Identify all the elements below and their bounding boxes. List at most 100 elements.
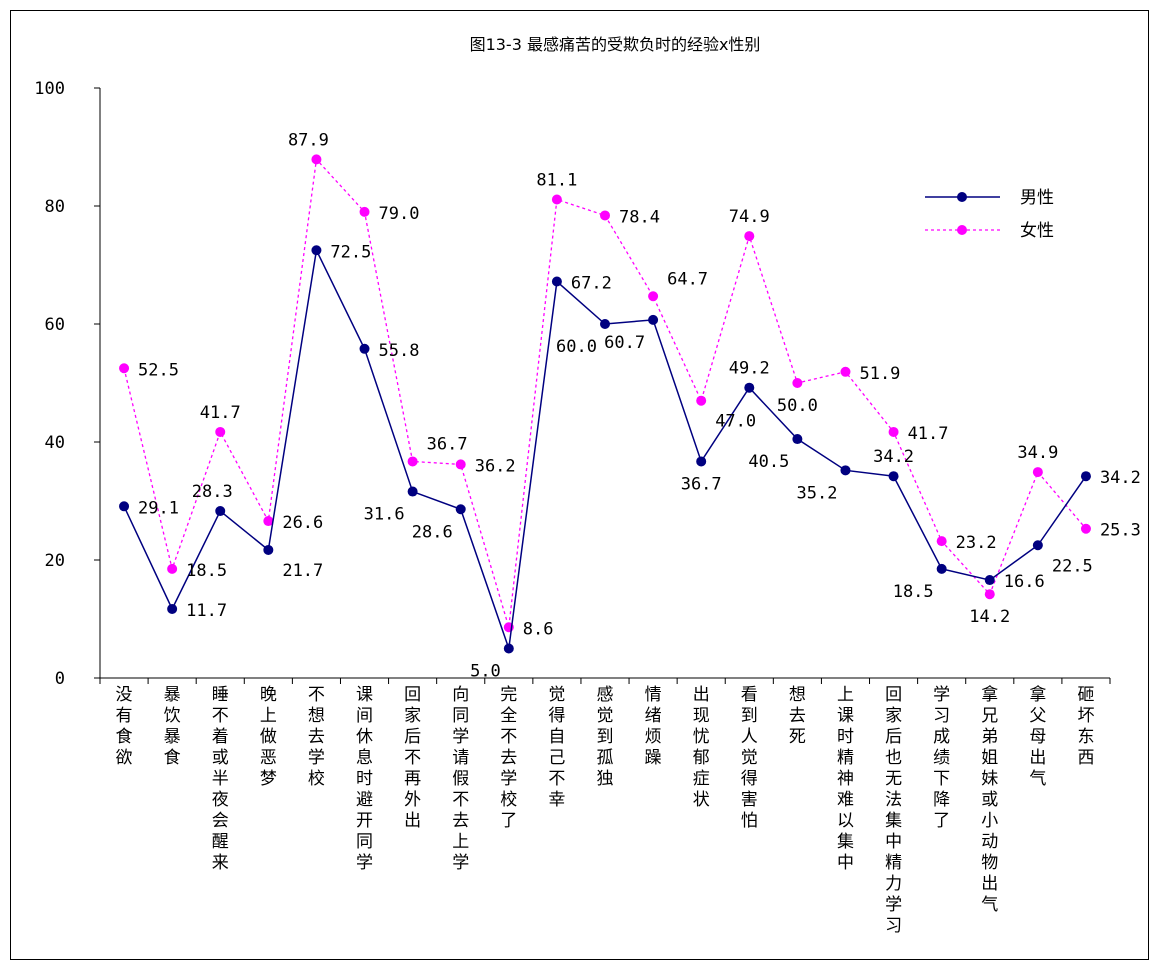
category-label: 上课时精神难以集中 [837, 685, 854, 873]
data-point-female [1032, 467, 1043, 478]
y-tick-label: 60 [45, 315, 65, 335]
data-label: 51.9 [859, 364, 900, 384]
chart-title: 图13-3 最感痛苦的受欺负时的经验x性别 [470, 35, 761, 54]
legend-label: 女性 [1020, 221, 1054, 241]
data-point-female [551, 194, 562, 205]
data-label: 5.0 [470, 662, 501, 682]
y-tick-label: 80 [45, 197, 65, 217]
data-point-female [696, 395, 707, 406]
data-label: 8.6 [523, 619, 554, 639]
data-label: 55.8 [379, 341, 420, 361]
data-point-male [455, 504, 466, 515]
data-point-female [984, 589, 995, 600]
category-label: 看到人觉得害怕 [741, 685, 758, 831]
series-line-male [123, 247, 1087, 649]
legend-label: 男性 [1020, 188, 1054, 208]
data-point-male [119, 501, 130, 512]
data-point-female [215, 426, 226, 437]
data-label: 25.3 [1100, 521, 1141, 541]
category-label: 课间休息时避开同学 [356, 685, 373, 873]
data-label: 29.1 [138, 498, 179, 518]
y-tick-label: 20 [45, 551, 65, 571]
data-label: 21.7 [282, 561, 323, 581]
data-point-male [600, 319, 610, 329]
category-label: 不想去学校 [308, 685, 325, 789]
data-point-female [311, 154, 322, 165]
category-label: 向同学请假不去上学 [452, 685, 469, 873]
data-point-female [1080, 523, 1091, 534]
data-point-female [407, 456, 418, 467]
data-label: 49.2 [729, 359, 770, 379]
data-point-male [407, 486, 418, 497]
data-point-male [744, 382, 755, 393]
data-point-male [1032, 540, 1043, 551]
category-label: 情绪烦躁 [645, 685, 662, 768]
data-label: 18.5 [186, 561, 227, 581]
data-label: 35.2 [797, 483, 838, 503]
category-label: 学习成绩下降了 [933, 685, 950, 831]
data-label: 87.9 [288, 130, 329, 150]
data-label: 36.2 [475, 456, 516, 476]
data-point-male [936, 563, 947, 574]
data-label: 36.7 [681, 474, 722, 494]
category-label: 晚上做恶梦 [260, 685, 277, 789]
category-label: 回家后也无法集中精力学习 [885, 685, 902, 936]
data-label: 47.0 [715, 412, 756, 432]
data-point-female [119, 363, 130, 374]
data-label: 26.6 [282, 513, 323, 533]
data-label: 40.5 [748, 452, 789, 472]
category-label: 拿兄弟姐妹或小动物出气 [981, 684, 998, 915]
chart-frame [10, 10, 1149, 960]
data-label: 74.9 [729, 207, 770, 227]
data-label: 16.6 [1004, 572, 1045, 592]
data-label: 50.0 [777, 396, 818, 416]
data-label: 23.2 [956, 533, 997, 553]
category-label: 暴饮暴食 [164, 685, 181, 768]
category-label: 砸坏东西 [1077, 685, 1094, 768]
data-point-male [215, 506, 226, 517]
data-point-male [984, 575, 995, 586]
data-label: 22.5 [1052, 556, 1093, 576]
data-label: 31.6 [364, 505, 405, 525]
data-point-male [503, 643, 514, 654]
legend-marker [957, 192, 967, 202]
data-point-female [840, 366, 851, 377]
data-point-male [167, 603, 178, 614]
data-point-male [1080, 471, 1091, 482]
data-label: 41.7 [908, 424, 949, 444]
data-point-female [263, 516, 274, 527]
data-point-male [551, 276, 562, 287]
series-line-female [123, 157, 1087, 628]
category-label: 完全不去学校了 [500, 685, 517, 831]
data-label: 60.7 [604, 333, 645, 353]
data-label: 64.7 [667, 269, 708, 289]
data-point-male [648, 314, 659, 325]
data-point-male [311, 245, 322, 256]
data-label: 34.2 [873, 447, 914, 467]
data-point-female [792, 378, 803, 388]
data-label: 28.3 [192, 482, 233, 502]
data-point-female [888, 426, 899, 437]
category-label: 觉得自己不幸 [548, 685, 565, 810]
category-label: 没有食欲 [116, 685, 133, 768]
data-label: 18.5 [893, 582, 934, 602]
data-label: 34.2 [1100, 468, 1141, 488]
data-label: 28.6 [412, 522, 453, 542]
data-label: 72.5 [330, 242, 371, 262]
data-label: 34.9 [1017, 443, 1058, 463]
data-label: 41.7 [200, 403, 241, 423]
data-point-male [263, 544, 274, 555]
y-tick-label: 100 [34, 79, 65, 99]
category-label: 回家后不再外出 [404, 685, 421, 831]
data-label: 52.5 [138, 360, 179, 380]
data-point-male [888, 471, 899, 482]
y-tick-label: 0 [55, 669, 65, 689]
data-point-female [744, 231, 755, 242]
data-label: 14.2 [969, 607, 1010, 627]
data-point-female [936, 536, 947, 547]
data-label: 78.4 [619, 207, 660, 227]
data-point-male [840, 465, 851, 476]
category-label: 拿父母出气 [1029, 684, 1046, 789]
category-label: 睡不着或半夜会醒来 [212, 685, 229, 873]
